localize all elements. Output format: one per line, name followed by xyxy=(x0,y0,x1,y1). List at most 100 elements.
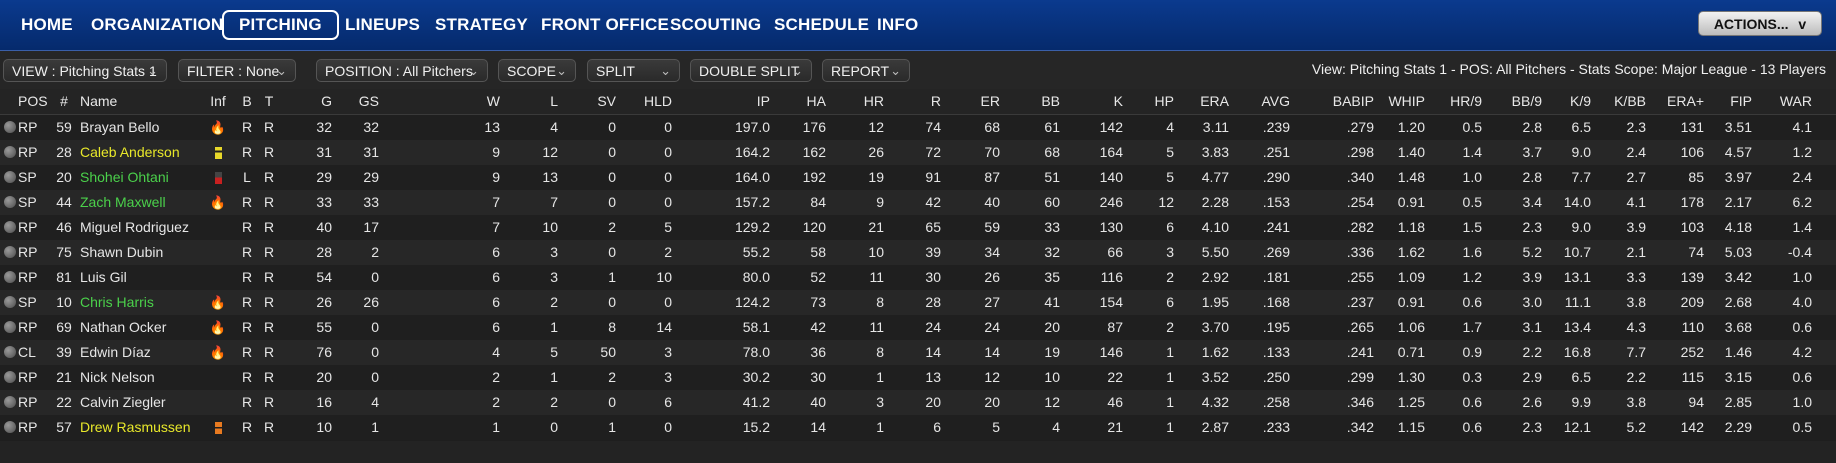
column-header-hp[interactable]: HP xyxy=(1154,93,1174,109)
row-select-icon[interactable] xyxy=(4,121,16,133)
player-name-link[interactable]: Nick Nelson xyxy=(80,369,155,385)
column-header-r[interactable]: R xyxy=(930,93,941,109)
column-header-pos[interactable]: POS xyxy=(18,93,48,109)
row-select-icon[interactable] xyxy=(4,371,16,383)
cell-pos: SP xyxy=(18,294,37,310)
player-name-link[interactable]: Brayan Bello xyxy=(80,119,160,135)
nav-front-office[interactable]: FRONT OFFICE xyxy=(541,15,669,34)
cell-r: 30 xyxy=(925,269,941,285)
nav-pitching[interactable]: PITCHING xyxy=(222,10,339,40)
column-header-hr9[interactable]: HR/9 xyxy=(1450,93,1482,109)
nav-scouting[interactable]: SCOUTING xyxy=(670,15,762,34)
nav-strategy[interactable]: STRATEGY xyxy=(435,15,528,34)
scope-dropdown[interactable]: SCOPE ⌄ xyxy=(498,59,576,82)
cell-hr9: 0.6 xyxy=(1462,419,1482,435)
row-select-icon[interactable] xyxy=(4,396,16,408)
column-header-sv[interactable]: SV xyxy=(597,93,616,109)
column-header-num[interactable]: # xyxy=(60,93,68,109)
table-row[interactable]: SP 44 Zach Maxwell 🔥 R R 33 33 7 7 0 0 157.2 84 9 42 40 6… xyxy=(0,190,1836,215)
player-name-link[interactable]: Shohei Ohtani xyxy=(80,169,169,185)
table-row[interactable]: RP 22 Calvin Ziegler R R 16 4 2 2 0 6 41.2 40 3 20 20 12… xyxy=(0,390,1836,415)
filter-dropdown[interactable]: FILTER : None ⌄ xyxy=(178,59,296,82)
column-header-hld[interactable]: HLD xyxy=(643,93,672,109)
row-select-icon[interactable] xyxy=(4,171,16,183)
player-name-link[interactable]: Miguel Rodriguez xyxy=(80,219,189,235)
nav-organization[interactable]: ORGANIZATION xyxy=(91,15,224,34)
player-name-link[interactable]: Zach Maxwell xyxy=(80,194,166,210)
cell-hr: 3 xyxy=(876,394,884,410)
column-header-name[interactable]: Name xyxy=(80,93,118,109)
row-select-icon[interactable] xyxy=(4,421,16,433)
column-header-kbb[interactable]: K/BB xyxy=(1614,93,1646,109)
nav-home[interactable]: HOME xyxy=(21,15,73,34)
cell-hr9: 1.6 xyxy=(1462,244,1482,260)
column-header-war[interactable]: WAR xyxy=(1779,93,1812,109)
actions-button[interactable]: ACTIONS... v xyxy=(1698,11,1822,36)
player-name-link[interactable]: Caleb Anderson xyxy=(80,144,180,160)
position-dropdown[interactable]: POSITION : All Pitchers ⌄ xyxy=(316,59,488,82)
table-row[interactable]: SP 10 Chris Harris 🔥 R R 26 26 6 2 0 0 124.2 73 8 28 27 4… xyxy=(0,290,1836,315)
double-split-dropdown[interactable]: DOUBLE SPLIT ⌄ xyxy=(690,59,812,82)
column-header-er[interactable]: ER xyxy=(980,93,1000,109)
column-header-ha[interactable]: HA xyxy=(806,93,826,109)
cell-k9: 16.8 xyxy=(1563,344,1591,360)
player-name-link[interactable]: Luis Gil xyxy=(80,269,127,285)
cell-gs: 2 xyxy=(371,244,379,260)
column-header-w[interactable]: W xyxy=(486,93,500,109)
column-header-bb[interactable]: BB xyxy=(1041,93,1060,109)
row-select-icon[interactable] xyxy=(4,271,16,283)
nav-info[interactable]: INFO xyxy=(877,15,919,34)
cell-g: 16 xyxy=(316,394,332,410)
row-select-icon[interactable] xyxy=(4,196,16,208)
table-row[interactable]: RP 59 Brayan Bello 🔥 R R 32 32 13 4 0 0 197.0 176 12 74… xyxy=(0,115,1836,140)
cell-k9: 7.7 xyxy=(1571,169,1591,185)
row-select-icon[interactable] xyxy=(4,296,16,308)
table-row[interactable]: CL 39 Edwin Díaz 🔥 R R 76 0 4 5 50 3 78.0 36 8 14 14 19 14… xyxy=(0,340,1836,365)
column-header-k[interactable]: K xyxy=(1113,93,1123,109)
column-header-avg[interactable]: AVG xyxy=(1261,93,1290,109)
column-header-fip[interactable]: FIP xyxy=(1730,93,1752,109)
player-name-link[interactable]: Shawn Dubin xyxy=(80,244,164,260)
player-name-link[interactable]: Chris Harris xyxy=(80,294,154,310)
column-header-inf[interactable]: Inf xyxy=(210,93,226,109)
column-header-eraplus[interactable]: ERA+ xyxy=(1667,93,1704,109)
cell-r: 24 xyxy=(925,319,941,335)
column-header-ip[interactable]: IP xyxy=(756,93,770,109)
table-row[interactable]: SP 20 Shohei Ohtani L R 29 29 9 13 0 0 164.0 192 19 91… xyxy=(0,165,1836,190)
column-header-g[interactable]: G xyxy=(321,93,332,109)
column-header-t[interactable]: T xyxy=(264,93,274,109)
nav-lineups[interactable]: LINEUPS xyxy=(345,15,421,34)
table-row[interactable]: RP 46 Miguel Rodriguez R R 40 17 7 10 2 5 129.2 120 2… xyxy=(0,215,1836,240)
column-header-gs[interactable]: GS xyxy=(358,93,379,109)
player-name-link[interactable]: Drew Rasmussen xyxy=(80,419,191,435)
column-header-era[interactable]: ERA xyxy=(1200,93,1229,109)
column-header-k9[interactable]: K/9 xyxy=(1569,93,1591,109)
view-dropdown[interactable]: VIEW : Pitching Stats 1 ⌄ xyxy=(3,59,167,82)
column-header-l[interactable]: L xyxy=(550,93,558,109)
column-header-whip[interactable]: WHIP xyxy=(1388,93,1425,109)
cell-g: 33 xyxy=(316,194,332,210)
cell-hr: 9 xyxy=(876,194,884,210)
report-dropdown[interactable]: REPORT ⌄ xyxy=(822,59,910,82)
nav-schedule[interactable]: SCHEDULE xyxy=(774,15,870,34)
row-select-icon[interactable] xyxy=(4,221,16,233)
row-select-icon[interactable] xyxy=(4,346,16,358)
table-row[interactable]: RP 75 Shawn Dubin R R 28 2 6 3 0 2 55.2 58 10 39 34 32 66… xyxy=(0,240,1836,265)
table-row[interactable]: RP 69 Nathan Ocker 🔥 R R 55 0 6 1 8 14 58.1 42 11 24 24 2… xyxy=(0,315,1836,340)
player-name-link[interactable]: Calvin Ziegler xyxy=(80,394,166,410)
table-row[interactable]: RP 28 Caleb Anderson R R 31 31 9 12 0 0 164.2 162 26 7… xyxy=(0,140,1836,165)
column-header-hr[interactable]: HR xyxy=(863,93,884,109)
cell-pos: RP xyxy=(18,369,38,385)
column-header-b[interactable]: B xyxy=(242,93,252,109)
row-select-icon[interactable] xyxy=(4,321,16,333)
row-select-icon[interactable] xyxy=(4,146,16,158)
row-select-icon[interactable] xyxy=(4,246,16,258)
table-row[interactable]: RP 57 Drew Rasmussen R R 10 1 1 0 1 0 15.2 14 1 6 5 4 21 1… xyxy=(0,415,1836,440)
table-row[interactable]: RP 21 Nick Nelson R R 20 0 2 1 2 3 30.2 30 1 13 12 10 22 1… xyxy=(0,365,1836,390)
column-header-bb9[interactable]: BB/9 xyxy=(1511,93,1542,109)
player-name-link[interactable]: Nathan Ocker xyxy=(80,319,167,335)
split-dropdown[interactable]: SPLIT ⌄ xyxy=(587,59,680,82)
player-name-link[interactable]: Edwin Díaz xyxy=(80,344,151,360)
table-row[interactable]: RP 81 Luis Gil R R 54 0 6 3 1 10 80.0 52 11 30 26 35 116 2… xyxy=(0,265,1836,290)
column-header-babip[interactable]: BABIP xyxy=(1332,93,1374,109)
